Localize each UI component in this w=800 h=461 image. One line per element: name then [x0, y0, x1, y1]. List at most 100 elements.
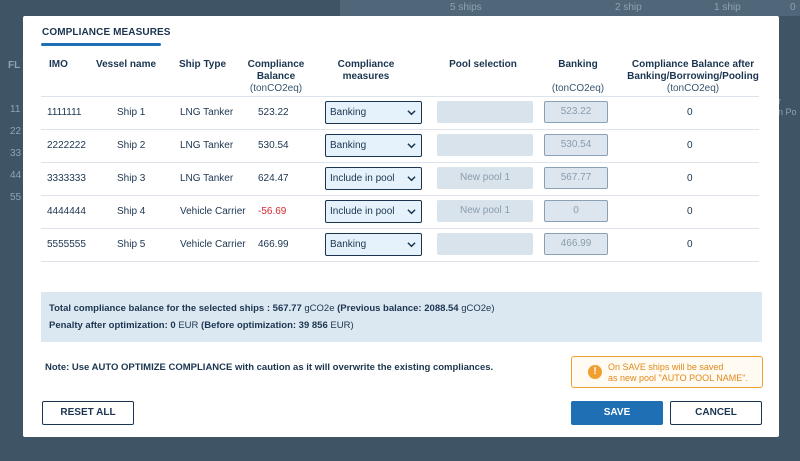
cancel-button[interactable]: CANCEL	[670, 401, 762, 425]
vessel-name-cell: Ship 1	[117, 107, 146, 118]
table-row: 2222222 Ship 2 LNG Tanker 530.54 Banking…	[41, 130, 759, 163]
chevron-down-icon	[407, 143, 416, 149]
vessel-name-cell: Ship 3	[117, 173, 146, 184]
background-right-column: r n Po	[778, 96, 797, 118]
compliance-balance-cell: 530.54	[258, 140, 289, 151]
penalty-unit: EUR	[178, 320, 199, 331]
imo-cell: 4444444	[47, 206, 86, 217]
background-fragment: 11	[10, 104, 21, 115]
reset-all-button[interactable]: RESET ALL	[42, 401, 134, 425]
header-compliance-balance-unit: (tonCO2eq)	[249, 83, 303, 94]
header-compliance-balance: Compliance Balance (tonCO2eq)	[238, 59, 314, 95]
background-count: 5 ships	[450, 2, 482, 13]
pool-selection-field	[437, 233, 533, 255]
ship-type-cell: LNG Tanker	[180, 107, 234, 118]
total-balance-line: Total compliance balance for the selecte…	[49, 300, 754, 317]
ship-type-cell: LNG Tanker	[180, 173, 234, 184]
header-banking: Banking (tonCO2eq)	[545, 59, 611, 95]
compliance-measure-value: Include in pool	[330, 206, 395, 217]
ship-type-cell: LNG Tanker	[180, 140, 234, 151]
header-balance-after-unit: (tonCO2eq)	[666, 83, 720, 94]
balance-after-cell: 0	[687, 239, 693, 250]
compliance-balance-cell: 624.47	[258, 173, 289, 184]
background-fragment: FL	[8, 60, 21, 71]
chevron-down-icon	[407, 209, 416, 215]
ship-type-cell: Vehicle Carrier	[180, 206, 246, 217]
background-count: 1 ship	[714, 2, 741, 13]
compliance-balance-cell: 523.22	[258, 107, 289, 118]
imo-cell: 1111111	[47, 107, 82, 118]
save-warning-line: as new pool "AUTO POOL NAME".	[608, 373, 748, 383]
header-banking-unit: (tonCO2eq)	[551, 83, 605, 94]
imo-cell: 2222222	[47, 140, 86, 151]
penalty-before-unit: EUR)	[330, 320, 354, 331]
ships-table: 1111111 Ship 1 LNG Tanker 523.22 Banking…	[41, 96, 759, 262]
background-fragment: 33	[10, 148, 22, 159]
header-banking-label: Banking	[558, 59, 598, 70]
save-warning-line: On SAVE ships will be saved	[608, 362, 724, 372]
header-vessel-name: Vessel name	[96, 59, 157, 70]
tab-compliance-measures[interactable]: COMPLIANCE MEASURES	[42, 27, 171, 38]
table-row: 1111111 Ship 1 LNG Tanker 523.22 Banking…	[41, 97, 759, 130]
compliance-measure-value: Banking	[330, 140, 367, 151]
background-fragment: r	[778, 96, 781, 106]
penalty-line: Penalty after optimization: 0 EUR (Befor…	[49, 317, 754, 334]
save-warning-box: ! On SAVE ships will be saved as new poo…	[571, 356, 763, 388]
vessel-name-cell: Ship 5	[117, 239, 146, 250]
compliance-measure-select[interactable]: Banking	[325, 134, 422, 157]
balance-after-cell: 0	[687, 107, 693, 118]
vessel-name-cell: Ship 4	[117, 206, 146, 217]
active-tab-indicator	[41, 43, 161, 46]
background-fragment: 44	[10, 170, 22, 181]
header-balance-after: Compliance Balance after Banking/Borrowi…	[623, 59, 763, 95]
background-fragment: 55	[10, 192, 22, 203]
previous-balance-label: (Previous balance:	[337, 303, 422, 314]
table-row: 5555555 Ship 5 Vehicle Carrier 466.99 Ba…	[41, 229, 759, 262]
table-row: 4444444 Ship 4 Vehicle Carrier -56.69 In…	[41, 196, 759, 229]
compliance-measure-select[interactable]: Banking	[325, 101, 422, 124]
background-count: 2 ship	[615, 2, 642, 13]
previous-balance-value: 2088.54	[424, 303, 459, 314]
vessel-name-cell: Ship 2	[117, 140, 146, 151]
pool-selection-field: New pool 1	[437, 167, 533, 189]
auto-optimize-note: Note: Use AUTO OPTIMIZE COMPLIANCE with …	[45, 362, 494, 373]
penalty-value: 0	[170, 320, 176, 331]
pool-selection-field	[437, 101, 533, 123]
compliance-measures-modal: COMPLIANCE MEASURES IMO Vessel name Ship…	[23, 16, 779, 437]
header-ship-type: Ship Type	[179, 59, 227, 70]
save-button[interactable]: SAVE	[571, 401, 663, 425]
save-warning-text: On SAVE ships will be saved as new pool …	[608, 362, 748, 384]
compliance-measure-select[interactable]: Banking	[325, 233, 422, 256]
pool-selection-field: New pool 1	[437, 200, 533, 222]
banking-field: 466.99	[544, 233, 608, 255]
header-balance-after-label: Compliance Balance after Banking/Borrowi…	[627, 59, 759, 82]
chevron-down-icon	[407, 110, 416, 116]
balance-after-cell: 0	[687, 173, 693, 184]
compliance-balance-cell: -56.69	[258, 206, 287, 217]
header-imo: IMO	[49, 59, 68, 70]
table-row: 3333333 Ship 3 LNG Tanker 624.47 Include…	[41, 163, 759, 196]
banking-field: 523.22	[544, 101, 608, 123]
penalty-before-label: (Before optimization: 39 856	[201, 320, 328, 331]
optimization-summary: Total compliance balance for the selecte…	[41, 292, 762, 342]
imo-cell: 3333333	[47, 173, 86, 184]
chevron-down-icon	[407, 176, 416, 182]
pool-selection-field	[437, 134, 533, 156]
imo-cell: 5555555	[47, 239, 86, 250]
balance-after-cell: 0	[687, 206, 693, 217]
total-balance-value: 567.77	[272, 303, 302, 314]
compliance-measure-value: Banking	[330, 107, 367, 118]
compliance-measure-value: Include in pool	[330, 173, 395, 184]
background-fragment: n Po	[778, 107, 797, 117]
warning-icon: !	[588, 365, 602, 379]
banking-field: 567.77	[544, 167, 608, 189]
header-compliance-measures: Compliance measures	[337, 59, 395, 82]
chevron-down-icon	[407, 242, 416, 248]
background-left-column: FL 11 22 33 44 55	[0, 60, 23, 214]
balance-after-cell: 0	[687, 140, 693, 151]
background-count-bar: 5 ships 2 ship 1 ship 0	[340, 0, 800, 16]
compliance-measure-select[interactable]: Include in pool	[325, 200, 422, 223]
compliance-measure-select[interactable]: Include in pool	[325, 167, 422, 190]
total-balance-unit: gCO2e	[304, 303, 335, 314]
banking-field: 0	[544, 200, 608, 222]
